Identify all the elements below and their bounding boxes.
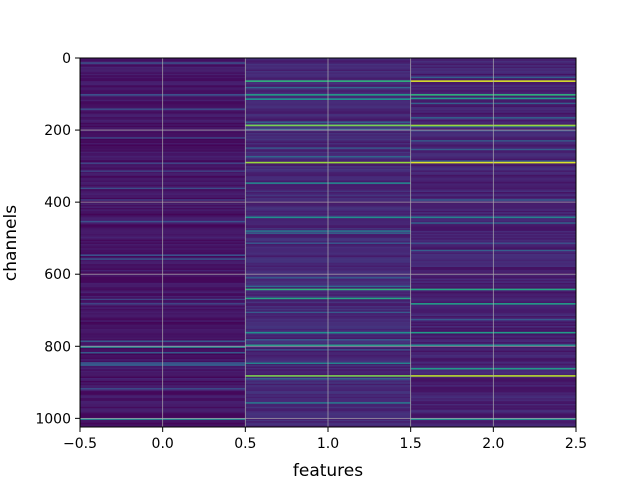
x-tick-label: 1.0 bbox=[317, 436, 339, 452]
x-tick-label: −0.5 bbox=[63, 436, 97, 452]
x-axis-label: features bbox=[293, 461, 363, 480]
x-tick-label: 0.0 bbox=[152, 436, 174, 452]
x-tick-label: 1.5 bbox=[400, 436, 422, 452]
y-tick-label: 800 bbox=[44, 339, 71, 355]
y-axis-label: channels bbox=[1, 205, 21, 281]
y-tick-label: 1000 bbox=[35, 411, 71, 427]
y-tick-label: 200 bbox=[44, 123, 71, 139]
x-tick-label: 0.5 bbox=[234, 436, 256, 452]
x-tick-label: 2.0 bbox=[482, 436, 504, 452]
y-axis-ticks: 0 200 400 600 800 1000 bbox=[35, 51, 80, 427]
y-tick-label: 600 bbox=[44, 267, 71, 283]
y-tick-label: 400 bbox=[44, 195, 71, 211]
x-tick-label: 2.5 bbox=[565, 436, 587, 452]
x-axis-ticks: −0.5 0.0 0.5 1.0 1.5 2.0 2.5 bbox=[63, 427, 587, 452]
y-tick-label: 0 bbox=[62, 51, 71, 67]
